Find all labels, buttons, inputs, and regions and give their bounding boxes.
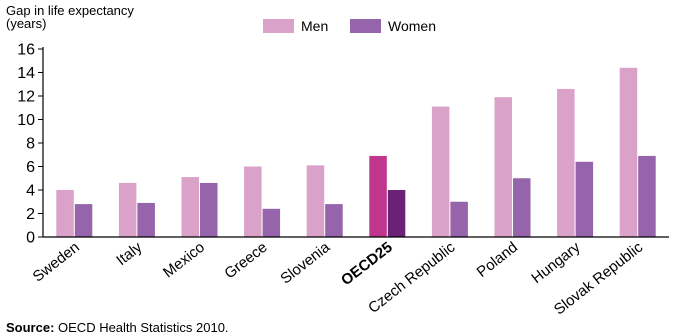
bar-women-slovenia (325, 204, 343, 237)
x-tick-label-poland: Poland (474, 239, 521, 281)
legend-swatch-women (350, 19, 381, 33)
y-tick-label-16: 16 (17, 42, 35, 59)
bar-women-slovak-republic (638, 155, 656, 237)
bar-men-mexico (181, 177, 199, 237)
x-tick-label-italy: Italy (113, 238, 146, 269)
bar-men-hungary (557, 88, 575, 237)
bar-men-czech-republic (431, 106, 450, 237)
bar-men-sweden (56, 190, 74, 237)
y-axis-title: Gap in life expectancy (years) (6, 4, 134, 30)
y-axis-title-line-1: Gap in life expectancy (6, 3, 134, 18)
bar-women-poland (513, 178, 531, 237)
legend-item-men: Men (263, 18, 328, 34)
y-tick-label-6: 6 (26, 159, 35, 176)
legend-swatch-men (263, 19, 294, 33)
y-tick-label-2: 2 (26, 206, 35, 223)
bar-women-italy (137, 202, 155, 237)
y-tick-label-4: 4 (26, 183, 35, 200)
source-prefix: Source: (6, 320, 55, 335)
bar-women-hungary (575, 161, 594, 237)
bar-women-greece (262, 208, 281, 237)
y-tick-label-12: 12 (17, 89, 35, 106)
y-tick-label-0: 0 (26, 230, 35, 247)
bar-men-greece (244, 166, 262, 237)
bar-men-slovak-republic (619, 67, 638, 237)
y-tick-label-10: 10 (17, 112, 35, 129)
source-note: Source: OECD Health Statistics 2010. (6, 320, 229, 335)
x-tick-label-slovenia: Slovenia (277, 238, 333, 287)
bar-women-sweden (74, 204, 93, 237)
bar-men-oecd25 (369, 155, 387, 237)
x-tick-label-greece: Greece (221, 239, 270, 283)
legend-item-women: Women (350, 18, 436, 34)
bar-women-mexico (200, 182, 218, 237)
bar-men-italy (118, 182, 137, 237)
bar-men-slovenia (306, 165, 325, 237)
y-axis-title-line-2: (years) (6, 16, 47, 31)
legend-label-women: Women (388, 18, 436, 34)
bar-women-czech-republic (450, 201, 468, 237)
x-tick-label-sweden: Sweden (30, 239, 83, 286)
x-tick-label-hungary: Hungary (528, 238, 584, 287)
bar-men-poland (494, 97, 512, 237)
legend-label-men: Men (301, 18, 329, 34)
x-tick-label-oecd25: OECD25 (338, 239, 396, 289)
x-tick-label-mexico: Mexico (160, 239, 208, 282)
bar-women-oecd25 (387, 190, 406, 237)
y-tick-label-14: 14 (17, 65, 35, 82)
y-tick-label-8: 8 (26, 136, 35, 153)
source-text: OECD Health Statistics 2010. (54, 320, 229, 335)
